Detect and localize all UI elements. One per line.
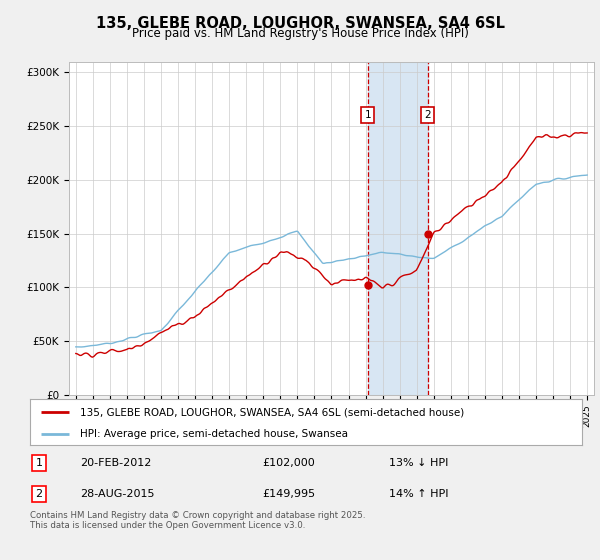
- Text: 1: 1: [35, 458, 43, 468]
- Text: 2: 2: [424, 110, 431, 120]
- Text: 13% ↓ HPI: 13% ↓ HPI: [389, 458, 448, 468]
- Text: 135, GLEBE ROAD, LOUGHOR, SWANSEA, SA4 6SL (semi-detached house): 135, GLEBE ROAD, LOUGHOR, SWANSEA, SA4 6…: [80, 407, 464, 417]
- Bar: [368, 62, 428, 395]
- Text: HPI: Average price, semi-detached house, Swansea: HPI: Average price, semi-detached house,…: [80, 429, 347, 438]
- Text: Contains HM Land Registry data © Crown copyright and database right 2025.
This d: Contains HM Land Registry data © Crown c…: [30, 511, 365, 530]
- Text: 135, GLEBE ROAD, LOUGHOR, SWANSEA, SA4 6SL: 135, GLEBE ROAD, LOUGHOR, SWANSEA, SA4 6…: [95, 16, 505, 31]
- Text: 14% ↑ HPI: 14% ↑ HPI: [389, 489, 448, 499]
- Text: 2: 2: [35, 489, 43, 499]
- Text: £149,995: £149,995: [262, 489, 315, 499]
- Text: £102,000: £102,000: [262, 458, 314, 468]
- Text: 1: 1: [364, 110, 371, 120]
- Text: 28-AUG-2015: 28-AUG-2015: [80, 489, 154, 499]
- Text: 20-FEB-2012: 20-FEB-2012: [80, 458, 151, 468]
- Text: Price paid vs. HM Land Registry's House Price Index (HPI): Price paid vs. HM Land Registry's House …: [131, 27, 469, 40]
